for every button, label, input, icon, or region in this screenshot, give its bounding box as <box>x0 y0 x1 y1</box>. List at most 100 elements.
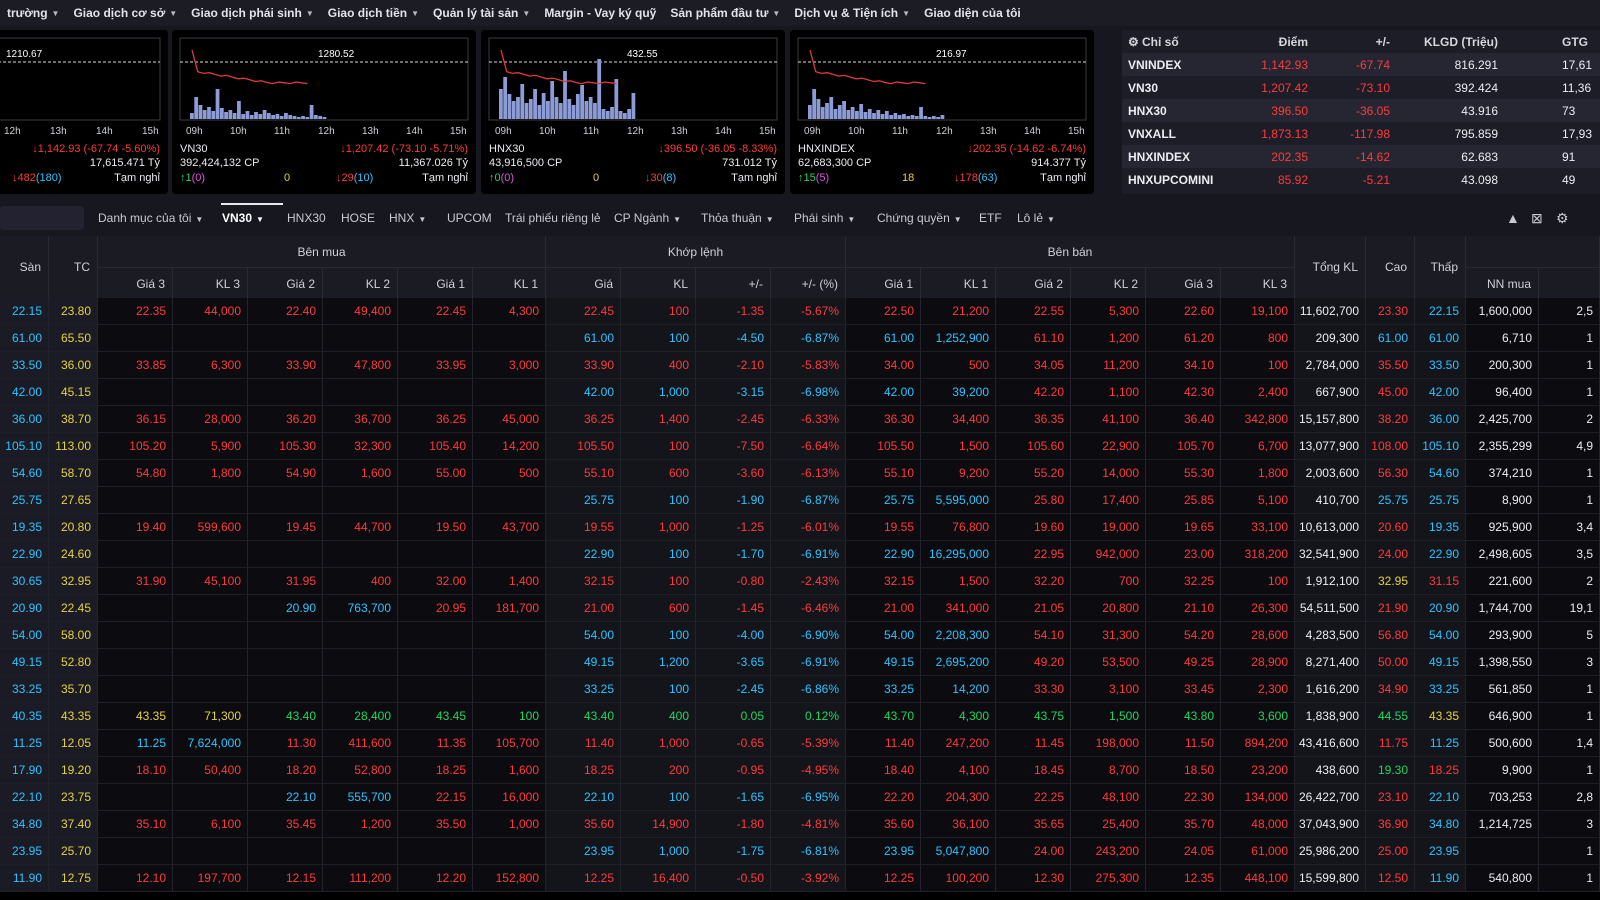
table-row[interactable]: 33.25 35.70 33.25 100 -2.45 -6.86% 33.25 14,200… <box>0 676 1600 703</box>
table-row[interactable]: 49.15 52.80 49.15 1,200 -3.65 -6.91% 49.15 2,69… <box>0 649 1600 676</box>
col-header-kl-1[interactable]: KL 1 <box>921 268 996 298</box>
tab-trái-phiếu-riêng-lẻ[interactable]: Trái phiếu riêng lẻ <box>505 211 601 225</box>
table-row[interactable]: 54.60 58.70 54.80 1,800 54.90 1,600 55.00 500 55… <box>0 460 1600 487</box>
tab-upcom[interactable]: UPCOM <box>447 211 492 225</box>
table-row[interactable]: 42.00 45.15 42.00 1,000 -3.15 -6.98% 42.00 39,2… <box>0 379 1600 406</box>
col-header--[interactable]: +/- (%) <box>771 268 846 298</box>
tab-thỏa-thuận[interactable]: Thỏa thuận ▼ <box>701 211 774 225</box>
col-header-kl-3[interactable]: KL 3 <box>1221 268 1295 298</box>
table-cell <box>473 649 546 676</box>
index-row[interactable]: VN30 1,207.42 -73.10 392.424 11,36 <box>1122 76 1600 99</box>
tab-hose[interactable]: HOSE <box>341 211 375 225</box>
col-header-gi-2[interactable]: Giá 2 <box>248 268 323 298</box>
col-header-ref[interactable]: TC <box>49 236 98 298</box>
col-header-low[interactable]: Thấp <box>1415 236 1466 298</box>
tab-danh-mục-của-tôi[interactable]: Danh mục của tôi ▼ <box>98 211 203 225</box>
table-cell: 12.25 <box>546 865 621 892</box>
table-cell <box>323 379 398 406</box>
index-row-point: 1,142.93 <box>1261 58 1308 72</box>
volume-bar <box>507 94 512 119</box>
index-chart[interactable]: 1210.67 12h 13h 14h 15h ↓1,142.93 (-67.74 -5.… <box>0 30 168 194</box>
col-header-gi-1[interactable]: Giá 1 <box>846 268 921 298</box>
table-cell: 100 <box>621 298 696 325</box>
col-header-gi-2[interactable]: Giá 2 <box>996 268 1071 298</box>
menu-item[interactable]: Giao diện của tôi <box>917 0 1028 26</box>
col-header-gi-3[interactable]: Giá 3 <box>1146 268 1221 298</box>
col-header-kl[interactable]: KL <box>621 268 696 298</box>
menu-item[interactable]: Sản phẩm đầu tư ▼ <box>663 0 787 26</box>
table-row[interactable]: 25.75 27.65 25.75 100 -1.90 -6.87% 25.75 5,595,… <box>0 487 1600 514</box>
table-row[interactable]: 54.00 58.00 54.00 100 -4.00 -6.90% 54.00 2,208,… <box>0 622 1600 649</box>
tab-cp-ngành[interactable]: CP Ngành ▼ <box>614 211 681 225</box>
col-header-foreign-buy[interactable]: NN mua <box>1466 268 1539 298</box>
gear-icon[interactable]: ⚙ <box>1128 35 1139 49</box>
table-row[interactable]: 33.50 36.00 33.85 6,300 33.90 47,800 33.95 3,00… <box>0 352 1600 379</box>
table-row[interactable]: 36.00 38.70 36.15 28,000 36.20 36,700 36.25 45,… <box>0 406 1600 433</box>
index-chart[interactable]: 216.97 09h 10h 11h 12h 13h 14h 15h HNXINDEX ↓202.… <box>790 30 1094 194</box>
time-tick-label: 10h <box>539 126 556 137</box>
index-row[interactable]: HNX30 396.50 -36.05 43.916 73 <box>1122 99 1600 122</box>
menu-item[interactable]: Giao dịch cơ sở ▼ <box>66 0 184 26</box>
tab-hnx[interactable]: HNX ▼ <box>389 211 426 225</box>
col-header-kl-3[interactable]: KL 3 <box>173 268 248 298</box>
volume-bar <box>224 112 228 119</box>
table-cell <box>473 838 546 865</box>
table-row[interactable]: 40.35 43.35 43.35 71,300 43.40 28,400 43.45 100… <box>0 703 1600 730</box>
col-header--[interactable]: +/- <box>696 268 771 298</box>
col-header-floor[interactable]: Sàn <box>0 236 49 298</box>
tab-chứng-quyền[interactable]: Chứng quyền ▼ <box>877 211 962 225</box>
menu-item[interactable]: Dịch vụ & Tiện ích ▼ <box>787 0 917 26</box>
table-cell: 58.00 <box>49 622 98 649</box>
menu-item[interactable]: Margin - Vay ký quỹ <box>537 0 663 26</box>
menu-item[interactable]: trường ▼ <box>0 0 66 26</box>
table-row[interactable]: 22.90 24.60 22.90 100 -1.70 -6.91% 22.90 16,295… <box>0 541 1600 568</box>
tab-lô-lẻ[interactable]: Lô lẻ ▼ <box>1017 211 1055 225</box>
index-row[interactable]: HNXINDEX 202.35 -14.62 62.683 91 <box>1122 145 1600 168</box>
table-cell: 22.55 <box>996 298 1071 325</box>
table-cell: 32.20 <box>996 568 1071 595</box>
col-header-kl-2[interactable]: KL 2 <box>323 268 398 298</box>
col-header-gi-1[interactable]: Giá 1 <box>398 268 473 298</box>
table-row[interactable]: 30.65 32.95 31.90 45,100 31.95 400 32.00 1,400 3… <box>0 568 1600 595</box>
table-row[interactable]: 11.90 12.75 12.10 197,700 12.15 111,200 12.20 1… <box>0 865 1600 892</box>
volume-bar <box>279 116 284 119</box>
col-header-gi-[interactable]: Giá <box>546 268 621 298</box>
index-row[interactable]: VNINDEX 1,142.93 -67.74 816.291 17,61 <box>1122 53 1600 76</box>
col-header-gi-3[interactable]: Giá 3 <box>98 268 173 298</box>
table-row[interactable]: 19.35 20.80 19.40 599,600 19.45 44,700 19.50 43… <box>0 514 1600 541</box>
table-row[interactable]: 11.25 12.05 11.25 7,624,000 11.30 411,600 11.3… <box>0 730 1600 757</box>
col-header-kl-2[interactable]: KL 2 <box>1071 268 1146 298</box>
collapse-up-icon[interactable]: ▲ <box>1506 210 1520 226</box>
tab-etf[interactable]: ETF <box>979 211 1002 225</box>
table-row[interactable]: 22.15 23.80 22.35 44,000 22.40 49,400 22.45 4,3… <box>0 298 1600 325</box>
tab-hnx30[interactable]: HNX30 <box>287 211 326 225</box>
fullscreen-icon[interactable]: ⊠ <box>1531 210 1543 226</box>
table-row[interactable]: 20.90 22.45 20.90 763,700 20.95 181,700 21.00 6… <box>0 595 1600 622</box>
search-input[interactable] <box>0 206 84 230</box>
settings-gear-icon[interactable]: ⚙ <box>1556 210 1569 226</box>
table-row[interactable]: 105.10 113.00 105.20 5,900 105.30 32,300 105.4… <box>0 433 1600 460</box>
tab-phái-sinh[interactable]: Phái sinh ▼ <box>794 211 855 225</box>
volume-bar <box>588 97 593 119</box>
menu-item[interactable]: Giao dịch tiền ▼ <box>321 0 426 26</box>
menu-item[interactable]: Giao dịch phái sinh ▼ <box>184 0 321 26</box>
table-row[interactable]: 61.00 65.50 61.00 100 -4.50 -6.87% 61.00 1,252,… <box>0 325 1600 352</box>
col-header-high[interactable]: Cao <box>1366 236 1415 298</box>
index-row[interactable]: HNXUPCOMINI 85.92 -5.21 43.098 49 <box>1122 168 1600 191</box>
table-row[interactable]: 22.10 23.75 22.10 555,700 22.15 16,000 22.10 10… <box>0 784 1600 811</box>
col-header-total-volume[interactable]: Tổng KL <box>1295 236 1366 298</box>
index-chart[interactable]: 432.55 09h 10h 11h 12h 13h 14h 15h HNX30 ↓396.50 … <box>481 30 785 194</box>
index-row[interactable]: VNXALL 1,873.13 -117.98 795.859 17,93 <box>1122 122 1600 145</box>
table-cell: 25.80 <box>996 487 1071 514</box>
table-row[interactable]: 23.95 25.70 23.95 1,000 -1.75 -6.81% 23.95 5,04… <box>0 838 1600 865</box>
index-chart[interactable]: 1280.52 09h 10h 11h 12h 13h 14h 15h VN30 ↓1,207.4… <box>172 30 476 194</box>
table-cell: 0.12% <box>771 703 846 730</box>
table-row[interactable]: 17.90 19.20 18.10 50,400 18.20 52,800 18.25 1,6… <box>0 757 1600 784</box>
table-row[interactable]: 34.80 37.40 35.10 6,100 35.45 1,200 35.50 1,000… <box>0 811 1600 838</box>
volume-bar <box>597 59 602 119</box>
col-header-kl-1[interactable]: KL 1 <box>473 268 546 298</box>
tab-vn30[interactable]: VN30 ▼ <box>222 211 264 225</box>
menu-item[interactable]: Quản lý tài sản ▼ <box>426 0 537 26</box>
volume-bar <box>219 108 224 119</box>
volume-bar <box>850 107 855 119</box>
